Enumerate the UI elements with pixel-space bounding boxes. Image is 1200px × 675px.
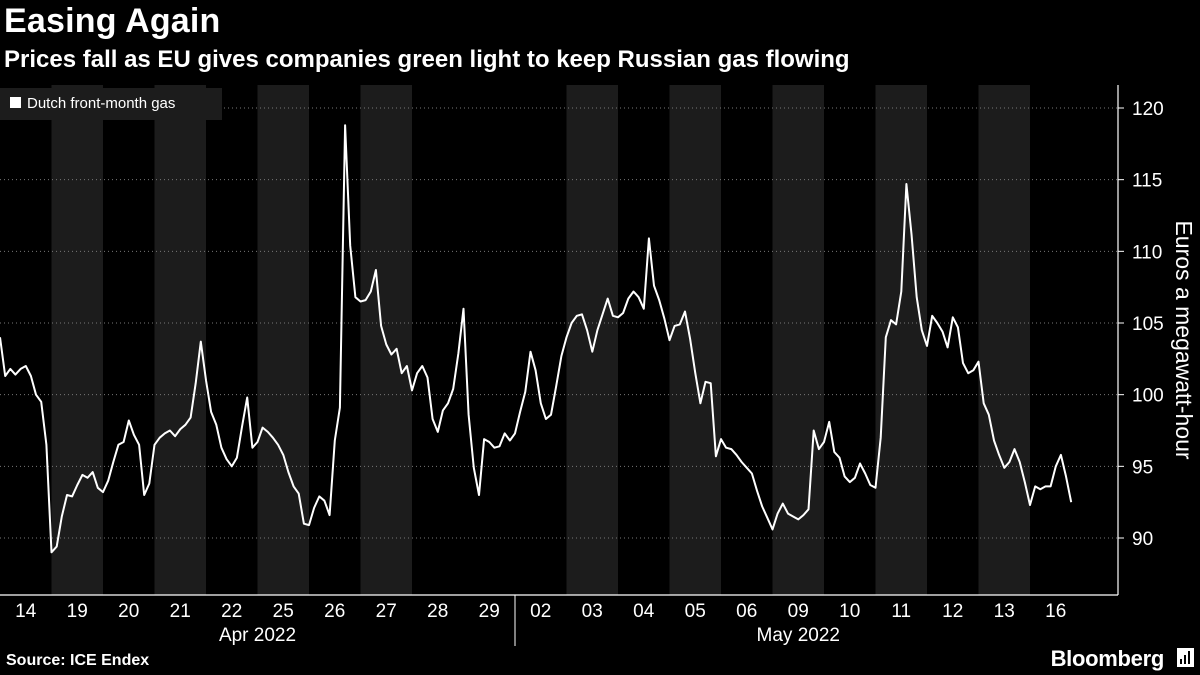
x-tick-label-06-14: 06: [736, 601, 757, 622]
shaded-band-day-11: [566, 85, 618, 595]
x-tick-label-04-12: 04: [633, 601, 655, 622]
shaded-band-day-13: [669, 85, 721, 595]
shaded-band-day-17: [875, 85, 927, 595]
bloomberg-terminal-icon-glyph: [1180, 651, 1190, 664]
x-tick-label-25-5: 25: [273, 601, 294, 622]
y-axis-label: Euros a megawatt-hour: [1171, 220, 1197, 459]
x-tick-label-29-9: 29: [479, 601, 500, 622]
shaded-band-day-5: [257, 85, 309, 595]
x-tick-label-03-11: 03: [582, 601, 603, 622]
chart-subtitle: Prices fall as EU gives companies green …: [4, 46, 850, 73]
month-label-1: May 2022: [757, 625, 840, 646]
bloomberg-logo: Bloomberg: [1050, 646, 1165, 671]
x-tick-label-13-19: 13: [994, 601, 1015, 622]
shaded-band-day-19: [978, 85, 1030, 595]
x-tick-label-09-15: 09: [788, 601, 809, 622]
x-tick-label-05-13: 05: [685, 601, 706, 622]
month-label-0: Apr 2022: [219, 625, 296, 646]
x-tick-label-16-20: 16: [1045, 601, 1066, 622]
x-tick-label-26-6: 26: [324, 601, 345, 622]
y-tick-label-120: 120: [1132, 99, 1164, 120]
y-tick-label-110: 110: [1132, 242, 1162, 263]
shaded-band-day-15: [772, 85, 824, 595]
bloomberg-terminal-icon: [1177, 648, 1194, 667]
x-tick-label-02-10: 02: [530, 601, 551, 622]
month-labels: Apr 2022 May 2022: [219, 595, 840, 646]
chart-title: Easing Again: [4, 2, 221, 40]
source-note: Source: ICE Endex: [6, 652, 150, 669]
y-axis-ticks: 90 95 100 105 110 115 120: [1118, 99, 1164, 550]
shaded-band-day-3: [154, 85, 206, 595]
legend-background: [0, 88, 222, 120]
x-tick-label-12-18: 12: [942, 601, 963, 622]
x-tick-label-28-8: 28: [427, 601, 448, 622]
shaded-band-day-1: [51, 85, 103, 595]
x-axis-ticks: 14 19 20 21 22 25 26 27 28 29 02 03 04 05 06 09 10 11 12 13…: [15, 601, 1066, 622]
y-tick-label-105: 105: [1132, 314, 1164, 335]
legend: Dutch front-month gas: [0, 88, 222, 120]
y-tick-label-90: 90: [1132, 529, 1153, 550]
shaded-band-day-7: [360, 85, 412, 595]
x-tick-label-14-0: 14: [15, 601, 37, 622]
x-tick-label-20-2: 20: [118, 601, 139, 622]
shaded-day-bands: [51, 85, 1030, 595]
x-tick-label-27-7: 27: [376, 601, 397, 622]
y-tick-label-95: 95: [1132, 457, 1153, 478]
x-tick-label-21-3: 21: [170, 601, 191, 622]
y-tick-label-100: 100: [1132, 386, 1164, 407]
legend-swatch: [10, 97, 21, 108]
x-tick-label-22-4: 22: [221, 601, 242, 622]
y-tick-label-115: 115: [1132, 171, 1162, 192]
x-tick-label-11-17: 11: [891, 601, 911, 622]
x-tick-label-19-1: 19: [67, 601, 88, 622]
x-tick-label-10-16: 10: [839, 601, 860, 622]
legend-label: Dutch front-month gas: [27, 95, 175, 112]
series-line-dutch-front-month-gas: [0, 124, 1073, 554]
